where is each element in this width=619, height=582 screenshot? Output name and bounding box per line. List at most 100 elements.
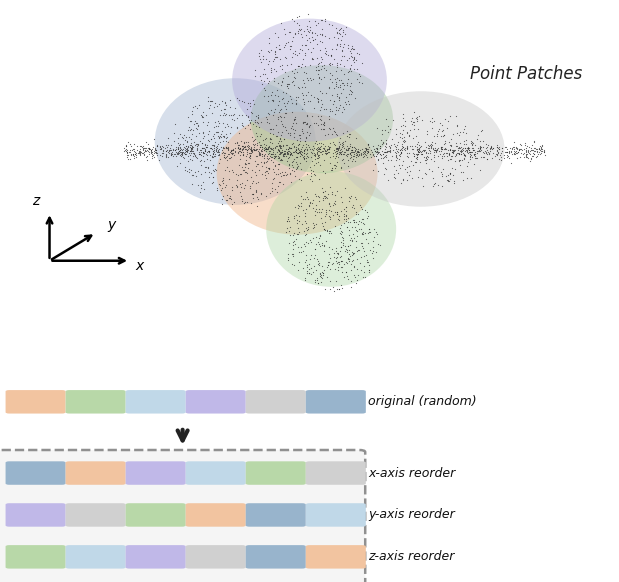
Point (459, 124, 469, 133)
Point (506, 144, 516, 154)
Point (320, 31, 330, 41)
Point (259, 65, 269, 74)
Point (152, 140, 162, 150)
Point (129, 150, 139, 159)
Point (275, 149, 285, 158)
Point (525, 147, 535, 156)
Point (199, 148, 209, 157)
Point (285, 150, 295, 159)
Point (409, 107, 419, 116)
Point (184, 140, 194, 150)
Point (279, 147, 289, 156)
Point (341, 151, 351, 160)
Point (230, 147, 240, 157)
Point (511, 142, 521, 151)
Point (397, 146, 407, 155)
Point (348, 250, 358, 259)
Point (429, 131, 439, 140)
Point (281, 151, 291, 161)
Point (523, 154, 533, 163)
Point (293, 223, 303, 233)
Point (272, 187, 282, 196)
Point (342, 141, 352, 151)
Point (317, 205, 327, 214)
Point (362, 146, 372, 155)
Point (298, 117, 308, 126)
Point (347, 203, 357, 212)
Point (337, 147, 347, 156)
Point (285, 42, 295, 51)
Point (198, 178, 208, 187)
Point (283, 253, 293, 262)
Point (358, 261, 368, 271)
Point (212, 141, 222, 151)
Point (312, 146, 322, 155)
Point (165, 145, 175, 154)
Point (337, 102, 347, 112)
Point (302, 148, 312, 158)
Point (238, 165, 248, 174)
Point (196, 183, 206, 193)
Point (522, 141, 532, 151)
Point (314, 73, 324, 83)
Point (287, 139, 297, 148)
Point (301, 149, 311, 158)
Point (529, 149, 539, 158)
Point (407, 133, 417, 143)
Point (204, 172, 214, 182)
Point (331, 81, 340, 91)
FancyBboxPatch shape (126, 503, 186, 527)
Point (198, 129, 208, 138)
Point (250, 134, 260, 143)
Point (328, 148, 338, 158)
Point (314, 234, 324, 243)
Point (340, 268, 350, 277)
Point (233, 170, 243, 179)
Point (335, 41, 345, 51)
Point (261, 157, 271, 166)
Point (467, 147, 477, 157)
Point (274, 150, 284, 159)
Point (131, 147, 141, 157)
Point (414, 147, 424, 157)
Point (371, 228, 381, 237)
Point (233, 129, 243, 138)
Point (335, 140, 345, 149)
Point (308, 35, 318, 44)
Point (356, 239, 366, 248)
Point (470, 140, 480, 150)
Point (350, 94, 360, 103)
Point (297, 41, 307, 50)
Point (277, 94, 287, 104)
Point (443, 177, 453, 186)
Point (306, 166, 316, 175)
Point (402, 144, 412, 153)
Point (198, 134, 208, 143)
Point (350, 203, 360, 212)
Point (422, 169, 431, 178)
Point (415, 158, 425, 167)
Point (232, 113, 242, 122)
Point (286, 149, 296, 158)
Point (404, 152, 413, 162)
Point (336, 88, 346, 97)
Point (436, 131, 446, 140)
Point (262, 144, 272, 153)
Point (531, 145, 541, 154)
Point (176, 149, 186, 158)
Point (261, 86, 271, 95)
Point (292, 136, 302, 145)
Point (184, 126, 194, 135)
Point (212, 183, 222, 192)
Point (308, 233, 318, 242)
Point (259, 152, 269, 161)
Point (193, 166, 203, 175)
Point (222, 162, 232, 172)
Point (342, 222, 352, 232)
Point (331, 161, 341, 171)
Point (151, 147, 161, 157)
Point (509, 143, 519, 152)
Point (361, 214, 371, 223)
Point (282, 149, 292, 158)
Point (439, 144, 449, 153)
